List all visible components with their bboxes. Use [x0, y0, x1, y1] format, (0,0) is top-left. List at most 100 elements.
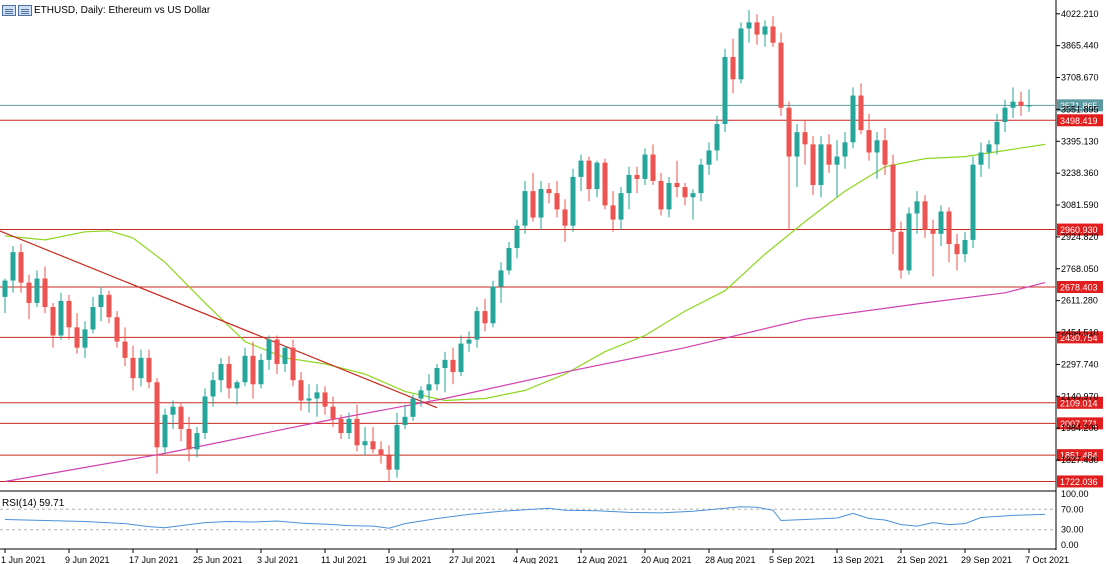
candle-body: [82, 329, 88, 348]
candle-body: [330, 406, 336, 419]
rsi-line: [4, 506, 1046, 529]
candle: [18, 243, 24, 293]
candle: [506, 241, 512, 275]
time-tick-label: 1 Jun 2021: [1, 555, 46, 564]
candle: [690, 189, 696, 220]
candle-body: [378, 449, 384, 456]
candle: [794, 124, 800, 188]
candle: [562, 199, 568, 242]
candle-body: [522, 191, 528, 226]
candle-body: [778, 42, 784, 108]
rsi-tick-label: 0.00: [1061, 540, 1079, 550]
time-tick-label: 27 Jul 2021: [449, 555, 496, 564]
candle: [778, 32, 784, 116]
candle-body: [594, 162, 600, 190]
candle: [106, 290, 112, 324]
candle: [186, 416, 192, 462]
candle-body: [826, 144, 832, 165]
candle-body: [842, 142, 848, 157]
candle: [850, 87, 856, 149]
candle-body: [354, 418, 360, 446]
candle: [714, 115, 720, 161]
candle: [402, 404, 408, 430]
candle: [434, 363, 440, 391]
rsi-panel: 100.00 70.00 30.00 0.00: [0, 489, 1089, 550]
candle: [218, 357, 224, 393]
chart-frame: [0, 0, 1057, 550]
level-label: 2430.754: [1060, 333, 1098, 343]
candle-body: [714, 124, 720, 151]
candle: [970, 156, 976, 249]
candle-body: [306, 398, 312, 401]
candle: [890, 154, 896, 255]
candle: [202, 388, 208, 440]
candle-body: [218, 363, 224, 381]
candle: [802, 119, 808, 165]
time-tick-label: 20 Aug 2021: [641, 555, 692, 564]
candle: [82, 321, 88, 358]
candle: [410, 394, 416, 421]
candle-body: [154, 382, 160, 448]
candle: [114, 311, 120, 348]
candle-body: [562, 209, 568, 226]
candle-body: [202, 396, 208, 434]
candle-body: [258, 359, 264, 385]
candle-body: [226, 363, 232, 389]
level-label-bg: [1057, 449, 1103, 462]
candle: [834, 140, 840, 198]
time-axis: 1 Jun 2021 9 Jun 2021 17 Jun 2021 25 Jun 20…: [1, 549, 1069, 564]
candle-body: [122, 341, 128, 358]
candle: [210, 372, 216, 407]
candle-body: [66, 300, 72, 328]
candle: [170, 400, 176, 430]
candle: [346, 412, 352, 440]
candle-body: [450, 359, 456, 373]
candle-body: [498, 270, 504, 287]
time-tick-label: 12 Aug 2021: [577, 555, 628, 564]
candle-body: [426, 384, 432, 391]
candle: [730, 38, 736, 94]
candle: [1010, 87, 1016, 118]
candle: [842, 132, 848, 169]
level-label: 1851.484: [1060, 451, 1098, 461]
candle-body: [818, 144, 824, 186]
candle-body: [34, 278, 40, 303]
candle-body: [978, 152, 984, 165]
candle-body: [418, 390, 424, 399]
candle: [298, 372, 304, 411]
candle: [626, 166, 632, 210]
trend-line: [0, 230, 438, 409]
candle: [498, 262, 504, 303]
candle: [394, 412, 400, 478]
candle: [426, 374, 432, 401]
candle: [282, 345, 288, 373]
candle-body: [722, 56, 728, 125]
candle: [754, 14, 760, 45]
price-tick-label: 1984.200: [1061, 423, 1099, 433]
chart-window-icon[interactable]: [2, 4, 16, 16]
candle-body: [170, 406, 176, 415]
level-label-bg: [1057, 281, 1103, 294]
candle: [98, 286, 104, 322]
candle-body: [898, 231, 904, 271]
price-tick-label: 4022.210: [1061, 9, 1099, 19]
candle-body: [586, 160, 592, 190]
candle: [770, 16, 776, 47]
candle: [130, 345, 136, 391]
candle-body: [442, 359, 448, 369]
candle: [466, 331, 472, 352]
candle-body: [810, 144, 816, 186]
time-tick-label: 3 Jul 2021: [257, 555, 299, 564]
rsi-tick-label: 70.00: [1061, 504, 1084, 514]
candles: [2, 10, 1032, 482]
chart-window-icon[interactable]: [18, 4, 32, 16]
candle: [274, 335, 280, 375]
current-price-label: 3571.865: [1060, 101, 1098, 111]
candle: [666, 176, 672, 218]
level-label: 1722.036: [1060, 477, 1098, 487]
candle: [658, 172, 664, 216]
candle-body: [282, 347, 288, 364]
candle-body: [194, 433, 200, 450]
price-tick-label: 2611.280: [1061, 296, 1098, 306]
